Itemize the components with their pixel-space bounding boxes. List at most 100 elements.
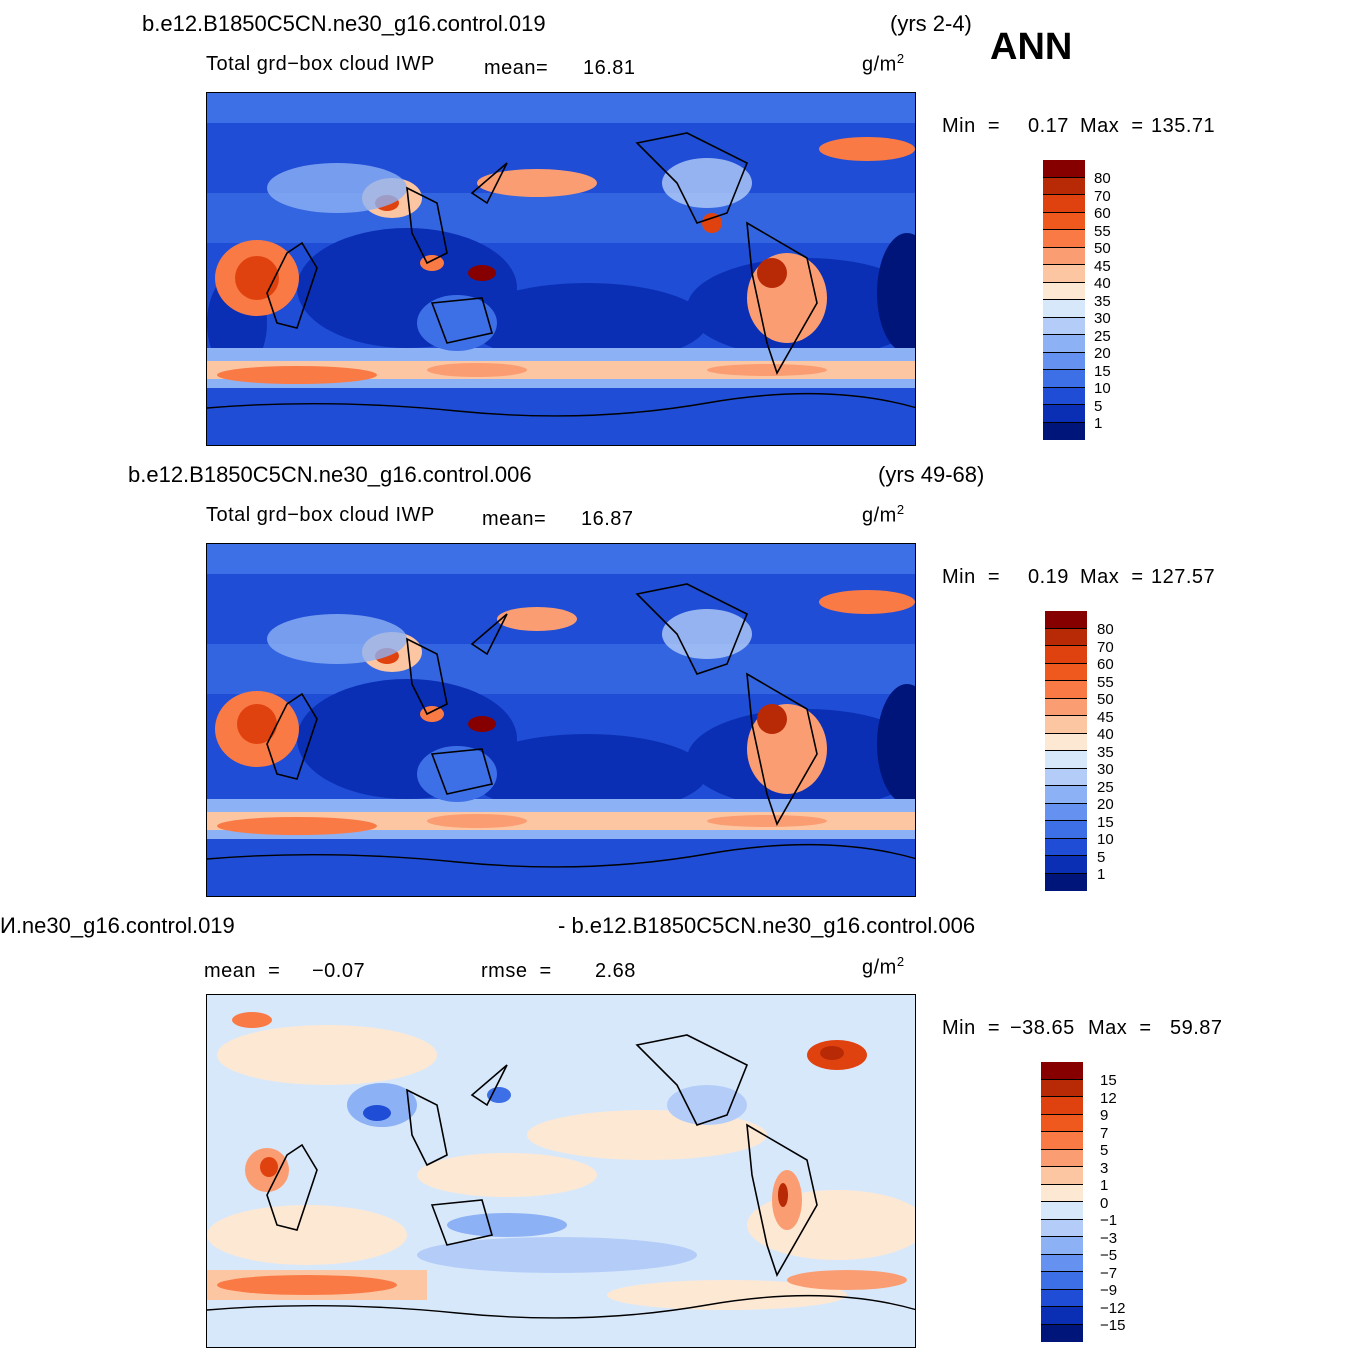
- colorbar-tick-label: −9: [1100, 1282, 1118, 1299]
- panel3-rmse-value: 2.68: [595, 960, 636, 982]
- colorbar-tick-label: 35: [1097, 743, 1114, 761]
- panel2-max-value: 127.57: [1151, 566, 1216, 588]
- panel3-colorbar: [1041, 1062, 1083, 1342]
- colorbar-swatch: [1043, 405, 1085, 423]
- colorbar-tick-label: 80: [1094, 170, 1111, 187]
- panel3-map: [206, 994, 916, 1348]
- panel3-max-label: Max =: [1088, 1017, 1152, 1039]
- panel2-colorbar: [1045, 611, 1087, 891]
- panel1-min-value: 0.17: [1028, 115, 1069, 137]
- panel3-mean-value: −0.07: [312, 960, 366, 982]
- panel2-min-label: Min =: [942, 566, 1001, 588]
- colorbar-tick-label: −12: [1100, 1299, 1126, 1317]
- colorbar-swatch: [1045, 663, 1087, 681]
- colorbar-tick-label: 20: [1097, 796, 1114, 813]
- panel2-variable: Total grd−box cloud IWP: [206, 504, 435, 526]
- colorbar-tick-label: −5: [1100, 1247, 1118, 1264]
- colorbar-tick-label: 80: [1097, 621, 1114, 638]
- panel2-mean-label: mean=: [482, 508, 547, 530]
- colorbar-tick-label: 1: [1094, 415, 1103, 432]
- colorbar-tick-label: 15: [1094, 362, 1111, 380]
- colorbar-swatch: [1045, 698, 1087, 716]
- colorbar-swatch: [1041, 1237, 1083, 1255]
- panel1-map-field: [207, 93, 915, 445]
- colorbar-swatch: [1043, 317, 1085, 335]
- panel3-mean-label: mean =: [204, 960, 281, 982]
- colorbar-swatch: [1041, 1272, 1083, 1290]
- panel1-min-label: Min =: [942, 115, 1001, 137]
- colorbar-swatch: [1045, 611, 1087, 629]
- colorbar-tick-label: 20: [1094, 345, 1111, 362]
- panel3-min-label: Min =: [942, 1017, 1001, 1039]
- colorbar-tick-label: 25: [1094, 327, 1111, 345]
- panel1-max-label: Max =: [1080, 115, 1144, 137]
- colorbar-swatch: [1043, 212, 1085, 230]
- panel1-mean-label: mean=: [484, 57, 549, 79]
- colorbar-swatch: [1043, 230, 1085, 248]
- colorbar-tick-label: 40: [1094, 275, 1111, 292]
- panel3-max-value: 59.87: [1170, 1017, 1223, 1039]
- colorbar-tick-label: 0: [1100, 1194, 1109, 1212]
- colorbar-swatch: [1043, 247, 1085, 265]
- colorbar-swatch: [1045, 646, 1087, 664]
- colorbar-swatch: [1045, 751, 1087, 769]
- colorbar-swatch: [1041, 1132, 1083, 1150]
- colorbar-swatch: [1041, 1167, 1083, 1185]
- colorbar-swatch: [1041, 1079, 1083, 1097]
- panel3-case-subtracted: - b.e12.B1850C5CN.ne30_g16.control.006: [558, 913, 976, 938]
- colorbar-swatch: [1045, 681, 1087, 699]
- colorbar-swatch: [1041, 1097, 1083, 1115]
- panel2-max-label: Max =: [1080, 566, 1144, 588]
- colorbar-swatch: [1041, 1149, 1083, 1167]
- colorbar-swatch: [1041, 1307, 1083, 1325]
- colorbar-swatch: [1043, 422, 1085, 440]
- panel2-map-field: [207, 544, 915, 896]
- colorbar-tick-label: 15: [1097, 813, 1114, 831]
- colorbar-tick-label: 9: [1100, 1107, 1109, 1124]
- colorbar-tick-label: 55: [1094, 222, 1111, 240]
- colorbar-tick-label: 10: [1097, 831, 1114, 848]
- colorbar-swatch: [1045, 768, 1087, 786]
- colorbar-tick-label: 45: [1097, 708, 1114, 726]
- colorbar-tick-label: 50: [1094, 240, 1111, 257]
- colorbar-tick-label: 1: [1097, 866, 1106, 883]
- colorbar-tick-label: −1: [1100, 1212, 1118, 1229]
- panel2-units: g/m2: [862, 502, 905, 527]
- panel3-min-value: −38.65: [1010, 1017, 1075, 1039]
- colorbar-swatch: [1043, 370, 1085, 388]
- colorbar-swatch: [1043, 335, 1085, 353]
- colorbar-swatch: [1043, 160, 1085, 178]
- colorbar-swatch: [1041, 1219, 1083, 1237]
- colorbar-swatch: [1043, 195, 1085, 213]
- panel3-map-field: [207, 995, 915, 1347]
- colorbar-swatch: [1045, 786, 1087, 804]
- colorbar-swatch: [1041, 1289, 1083, 1307]
- colorbar-tick-label: 70: [1094, 187, 1111, 205]
- colorbar-tick-label: 1: [1100, 1177, 1109, 1194]
- colorbar-tick-label: 12: [1100, 1089, 1117, 1107]
- panel3-case-title: И.ne30_g16.control.019: [0, 913, 235, 938]
- panel1-case-title: b.e12.B1850C5CN.ne30_g16.control.019: [142, 11, 546, 36]
- panel2-mean-value: 16.87: [581, 508, 634, 530]
- colorbar-tick-label: −15: [1100, 1317, 1126, 1334]
- colorbar-swatch: [1043, 300, 1085, 318]
- colorbar-tick-label: 30: [1097, 761, 1114, 778]
- colorbar-swatch: [1045, 628, 1087, 646]
- colorbar-tick-label: 45: [1094, 257, 1111, 275]
- colorbar-swatch: [1041, 1114, 1083, 1132]
- panel1-mean-value: 16.81: [583, 57, 636, 79]
- colorbar-tick-label: 55: [1097, 673, 1114, 691]
- colorbar-tick-label: 3: [1100, 1159, 1109, 1177]
- colorbar-tick-label: 25: [1097, 778, 1114, 796]
- colorbar-tick-label: −3: [1100, 1229, 1118, 1247]
- colorbar-swatch: [1045, 716, 1087, 734]
- panel1-colorbar: [1043, 160, 1085, 440]
- colorbar-swatch: [1043, 265, 1085, 283]
- panel2-map: [206, 543, 916, 897]
- colorbar-swatch: [1041, 1324, 1083, 1342]
- colorbar-swatch: [1043, 387, 1085, 405]
- colorbar-tick-label: 7: [1100, 1124, 1109, 1142]
- colorbar-tick-label: 40: [1097, 726, 1114, 743]
- colorbar-swatch: [1041, 1254, 1083, 1272]
- panel1-max-value: 135.71: [1151, 115, 1216, 137]
